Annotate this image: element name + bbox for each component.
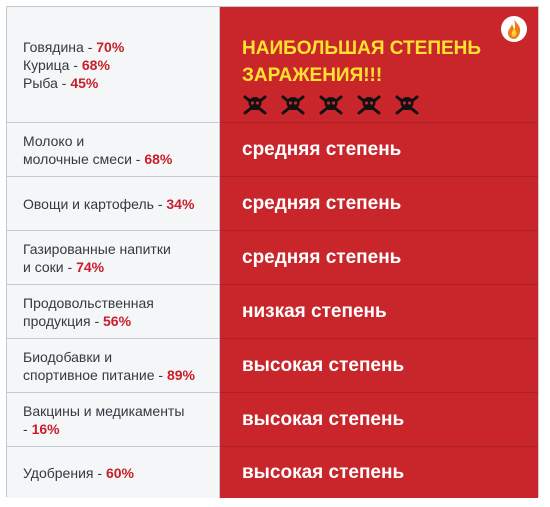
row-food-products: Продовольственная продукция - 56% (7, 285, 220, 339)
skull-crossbones-icon (242, 93, 268, 121)
skull-crossbones-icon (280, 93, 306, 121)
level-drinks: средняя степень (220, 231, 538, 285)
row-vegetables: Овощи и картофель - 34% (7, 177, 220, 231)
row-meat-fish-products: Говядина - 70% Курица - 68% Рыба - 45% (7, 7, 220, 123)
level-supplements: высокая степень (220, 339, 538, 393)
row-drinks: Газированные напитки и соки - 74% (7, 231, 220, 285)
level-food-products: низкая степень (220, 285, 538, 339)
headline-line-2: ЗАРАЖЕНИЯ!!! (242, 65, 383, 86)
headline-line-1: НАИБОЛЬШАЯ СТЕПЕНЬ (242, 38, 482, 59)
skull-crossbones-icon (318, 93, 344, 121)
row-milk: Молоко и молочные смеси - 68% (7, 123, 220, 177)
level-highest: НАИБОЛЬШАЯ СТЕПЕНЬ ЗАРАЖЕНИЯ!!! (220, 7, 538, 123)
item-beef: Говядина - 70% (23, 38, 125, 55)
row-fertilizers: Удобрения - 60% (7, 447, 220, 498)
skull-crossbones-icon (394, 93, 420, 121)
row-supplements: Биодобавки и спортивное питание - 89% (7, 339, 220, 393)
row-vaccines: Вакцины и медикаменты - 16% (7, 393, 220, 447)
level-vegetables: средняя степень (220, 177, 538, 231)
item-chicken: Курица - 68% (23, 56, 110, 73)
skull-row (242, 93, 538, 121)
level-fertilizers: высокая степень (220, 447, 538, 498)
level-vaccines: высокая степень (220, 393, 538, 447)
item-fish: Рыба - 45% (23, 74, 99, 91)
skull-crossbones-icon (356, 93, 382, 121)
fire-logo-icon (501, 16, 527, 42)
level-milk: средняя степень (220, 123, 538, 177)
contamination-table: Говядина - 70% Курица - 68% Рыба - 45% Н… (6, 6, 539, 498)
